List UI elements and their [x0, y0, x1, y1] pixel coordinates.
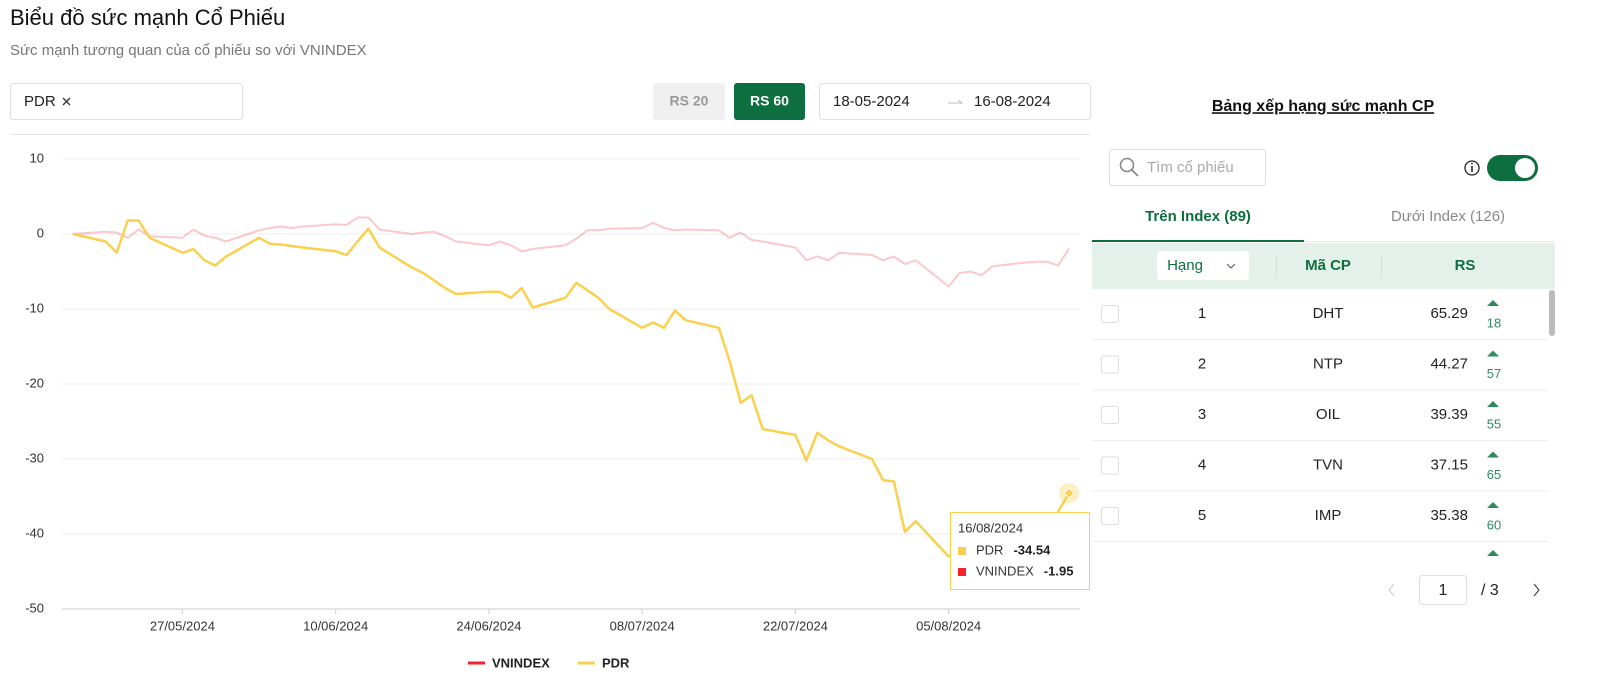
- x-tick-label: 22/07/2024: [763, 618, 828, 633]
- y-tick-label: -20: [25, 375, 44, 390]
- tooltip-value: -34.54: [1013, 542, 1051, 557]
- tooltip-swatch: [958, 568, 966, 576]
- rank-change: 60: [1487, 517, 1501, 532]
- up-arrow: [1487, 401, 1499, 407]
- row-checkbox[interactable]: [1101, 406, 1119, 424]
- tab-indicator: [1092, 240, 1304, 242]
- hover-marker: [1063, 487, 1075, 499]
- rank: 1: [1198, 305, 1206, 322]
- y-tick-label: -50: [25, 600, 44, 615]
- series-line: [72, 219, 1071, 558]
- tooltip-label: VNINDEX: [976, 563, 1034, 578]
- up-arrow: [1487, 502, 1499, 508]
- tooltip-label: PDR: [976, 542, 1003, 557]
- rank: 4: [1198, 456, 1206, 473]
- y-tick-label: 10: [30, 150, 44, 165]
- row-checkbox[interactable]: [1101, 305, 1119, 323]
- rank-change: 65: [1487, 467, 1501, 482]
- tag: PDR: [24, 93, 56, 110]
- up-arrow: [1487, 300, 1499, 306]
- row-checkbox[interactable]: [1101, 507, 1119, 525]
- next-page[interactable]: [1533, 583, 1540, 597]
- row-checkbox[interactable]: [1101, 355, 1119, 374]
- rank-change: 18: [1487, 315, 1501, 330]
- column-header: Hạng: [1167, 257, 1203, 274]
- date-from: 18-05-2024: [833, 93, 910, 110]
- stock-select[interactable]: [10, 83, 243, 120]
- up-arrow: [1487, 350, 1499, 357]
- search-placeholder: Tìm cổ phiếu: [1147, 159, 1234, 176]
- rank-change: 55: [1487, 416, 1501, 431]
- button-label: RS 60: [750, 93, 789, 109]
- series-line: [72, 216, 1070, 288]
- stock-code: TVN: [1313, 456, 1343, 473]
- rs-value: 65.29: [1430, 305, 1468, 322]
- tooltip-box: [950, 512, 1090, 590]
- rs60-button[interactable]: [734, 83, 805, 120]
- tab[interactable]: Trên Index (89): [1145, 208, 1251, 225]
- column-header: RS: [1455, 257, 1476, 274]
- legend-label: VNINDEX: [492, 655, 550, 670]
- y-tick-label: -10: [25, 300, 44, 315]
- date-to: 16-08-2024: [974, 93, 1051, 110]
- legend-label: PDR: [602, 655, 630, 670]
- row-checkbox[interactable]: [1101, 456, 1119, 475]
- prev-page[interactable]: [1388, 583, 1395, 597]
- rank: 3: [1198, 406, 1206, 423]
- x-tick-label: 24/06/2024: [456, 618, 521, 633]
- x-tick-label: 05/08/2024: [916, 618, 981, 633]
- y-tick-label: -30: [25, 450, 44, 465]
- subtitle: Sức mạnh tương quan của cổ phiếu so với …: [10, 42, 367, 59]
- x-tick-label: 10/06/2024: [303, 618, 368, 633]
- search-box[interactable]: [1109, 149, 1266, 186]
- stock-code: DHT: [1313, 305, 1344, 322]
- stock-code: IMP: [1315, 507, 1342, 524]
- info-icon: [1471, 162, 1473, 165]
- tag-remove[interactable]: [62, 97, 71, 106]
- tooltip-swatch: [958, 547, 966, 555]
- ranking-title[interactable]: Bảng xếp hạng sức mạnh CP: [1212, 98, 1435, 115]
- page-total: / 3: [1481, 582, 1499, 599]
- date-range[interactable]: [819, 83, 1091, 120]
- tooltip-date: 16/08/2024: [958, 520, 1023, 535]
- y-tick-label: 0: [37, 225, 44, 240]
- title: Biểu đồ sức mạnh Cổ Phiếu: [10, 5, 285, 30]
- rank: 5: [1198, 507, 1206, 524]
- sort-select[interactable]: [1157, 251, 1249, 280]
- column-header: Mã CP: [1305, 257, 1351, 274]
- rs-value: 39.39: [1430, 406, 1468, 423]
- rank: 2: [1198, 355, 1206, 372]
- rs-value: 37.15: [1430, 456, 1468, 473]
- date-arrow: [948, 99, 964, 104]
- tab[interactable]: Dưới Index (126): [1391, 208, 1505, 225]
- tooltip-value: -1.95: [1044, 563, 1074, 578]
- page-input[interactable]: [1419, 575, 1467, 605]
- rank-change: 57: [1487, 366, 1501, 381]
- rs-value: 44.27: [1430, 355, 1468, 372]
- button-label: RS 20: [670, 93, 709, 109]
- stock-code: OIL: [1316, 406, 1340, 423]
- page-current: 1: [1439, 582, 1448, 599]
- y-tick-label: -40: [25, 525, 44, 540]
- rs-value: 35.38: [1430, 507, 1468, 524]
- info-icon[interactable]: [1464, 160, 1480, 176]
- search-icon: [1119, 157, 1135, 173]
- stock-code: NTP: [1313, 355, 1343, 372]
- x-tick-label: 27/05/2024: [150, 618, 215, 633]
- up-arrow: [1487, 451, 1499, 458]
- toggle-knob: [1515, 158, 1535, 178]
- scrollbar[interactable]: [1549, 290, 1555, 336]
- up-arrow: [1487, 550, 1499, 556]
- search-icon: [1131, 169, 1139, 177]
- chevron: [1226, 263, 1236, 269]
- x-tick-label: 08/07/2024: [610, 618, 675, 633]
- rs20-button[interactable]: [653, 83, 725, 120]
